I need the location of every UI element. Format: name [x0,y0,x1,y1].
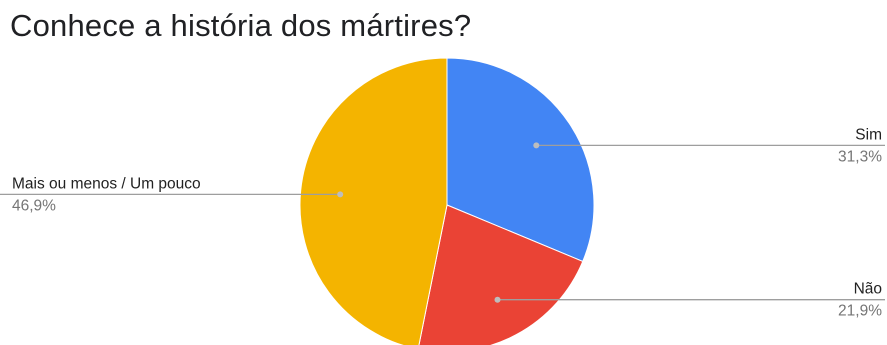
slice-value-nao: 21,9% [838,303,882,320]
pie-slice-nao [418,204,584,345]
slice-label-mais-ou-menos-um-pouco: Mais ou menos / Um pouco [12,175,201,192]
leader-dot-nao [494,296,501,303]
leader-dot-mais-ou-menos-um-pouco [337,191,344,198]
pie-slice-sim [446,57,595,263]
leader-lines [0,142,885,303]
slice-label-sim: Sim [855,126,882,143]
pie-slice-mais-ou-menos-um-pouco [299,57,448,345]
slice-labels: Sim 31,3% Não 21,9% Mais ou menos / Um pouco… [12,126,882,319]
slice-value-sim: 31,3% [838,148,882,165]
pie-slices [299,57,595,345]
chart-title: Conhece a história dos mártires? [10,8,472,43]
slice-label-nao: Não [854,281,882,298]
slice-value-mais-ou-menos-um-pouco: 46,9% [12,197,56,214]
leader-dot-sim [533,142,540,149]
